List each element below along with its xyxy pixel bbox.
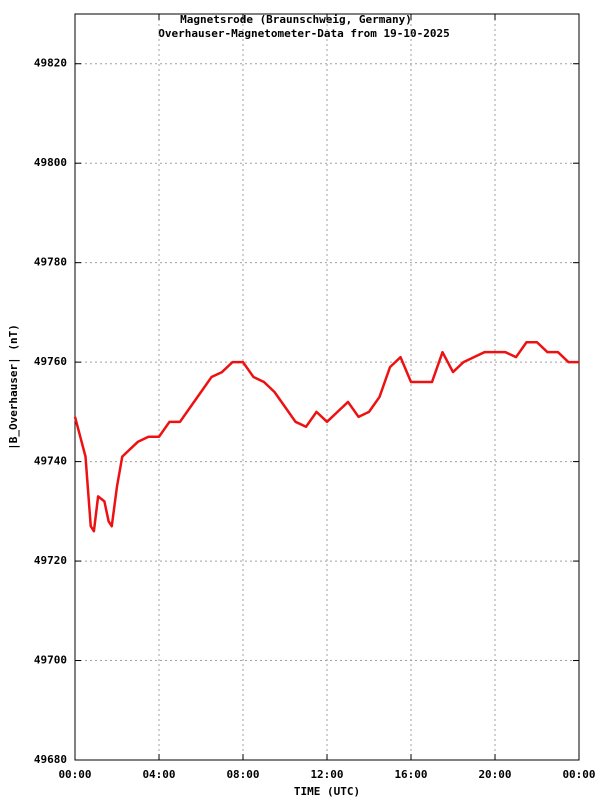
x-tick-label: 04:00	[142, 768, 175, 781]
y-tick-label: 49820	[34, 57, 67, 70]
y-tick-label: 49740	[34, 455, 67, 468]
plot-frame	[74, 13, 580, 761]
x-tick-label: 00:00	[562, 768, 595, 781]
chart-title: Magnetsrode (Braunschweig, Germany)	[180, 13, 412, 26]
y-tick-label: 49720	[34, 554, 67, 567]
x-tick-label: 16:00	[394, 768, 427, 781]
y-tick-label: 49760	[34, 355, 67, 368]
y-axis-label: |B_Overhauser| (nT)	[7, 324, 20, 450]
x-tick-label: 20:00	[478, 768, 511, 781]
chart-subtitle: Overhauser-Magnetometer-Data from 19-10-…	[158, 27, 449, 40]
y-tick-label: 49800	[34, 156, 67, 169]
x-tick-label: 12:00	[310, 768, 343, 781]
data-line	[73, 340, 579, 533]
x-tick-label: 08:00	[226, 768, 259, 781]
x-axis-label: TIME (UTC)	[294, 785, 360, 798]
x-tick-label: 00:00	[58, 768, 91, 781]
y-tick-label: 49700	[34, 654, 67, 667]
y-tick-label: 49680	[34, 753, 67, 766]
y-tick-label: 49780	[34, 256, 67, 269]
